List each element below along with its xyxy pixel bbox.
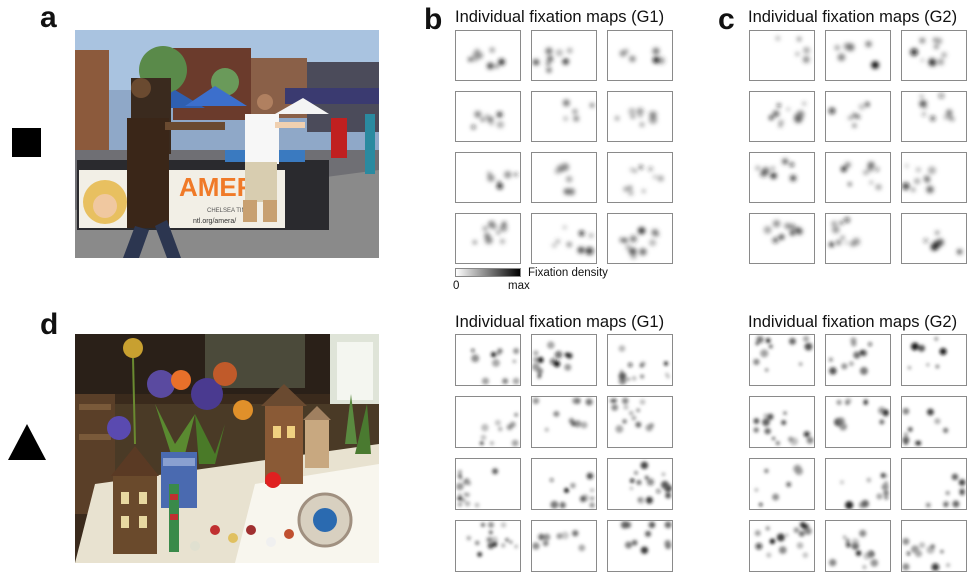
fixation-map (607, 30, 673, 81)
banner-url-text: ntl.org/amera/ (193, 218, 236, 225)
fixation-map (607, 213, 673, 264)
fixation-map (455, 520, 521, 572)
fixation-map (825, 213, 891, 264)
fixation-map (825, 91, 891, 142)
fixation-map-grid-top-g1 (455, 30, 673, 264)
fixation-map (901, 30, 967, 81)
banner-small-text: CHELSEA TIMES (207, 208, 255, 214)
fixation-map (531, 91, 597, 142)
fixation-map (531, 30, 597, 81)
panel-label-d: d (40, 308, 59, 341)
title-b-g1: Individual fixation maps (G1) (455, 8, 665, 26)
fixation-map (825, 30, 891, 81)
fixation-map (455, 334, 521, 386)
fixation-map (749, 152, 815, 203)
fixation-map (531, 520, 597, 572)
fixation-map (607, 152, 673, 203)
fixation-map (455, 152, 521, 203)
fixation-map (901, 152, 967, 203)
fixation-map (607, 334, 673, 386)
fixation-map (901, 396, 967, 448)
fixation-map (607, 396, 673, 448)
fixation-map (749, 30, 815, 81)
fixation-density-label: Fixation density (528, 267, 608, 279)
fixation-map (607, 91, 673, 142)
fixation-map (901, 520, 967, 572)
fixation-map (531, 458, 597, 510)
title-c-g2: Individual fixation maps (G2) (748, 8, 958, 26)
fixation-map (455, 30, 521, 81)
colorbar-min-label: 0 (453, 280, 460, 292)
street-scene-photo: AMERA CHELSEA TIMES ntl.org/amera/ (75, 30, 379, 258)
fixation-map (607, 458, 673, 510)
fixation-map (531, 396, 597, 448)
fixation-map (749, 91, 815, 142)
fixation-map (901, 91, 967, 142)
title-d-g1: Individual fixation maps (G1) (455, 313, 665, 331)
fixation-density-colorbar (455, 268, 521, 277)
fixation-map-grid-top-g2 (749, 30, 967, 264)
fixation-map (531, 152, 597, 203)
fixation-map (455, 91, 521, 142)
fixation-map (825, 152, 891, 203)
fixation-map (749, 213, 815, 264)
fixation-map (455, 458, 521, 510)
fixation-map (825, 520, 891, 572)
fixation-map (901, 334, 967, 386)
panel-label-c: c (718, 3, 735, 36)
fixation-map (531, 334, 597, 386)
fixation-map (825, 458, 891, 510)
fixation-map (455, 396, 521, 448)
table-scene-photo (75, 334, 379, 563)
fixation-map (901, 458, 967, 510)
fixation-map (455, 213, 521, 264)
fixation-map (825, 334, 891, 386)
fixation-map-grid-bottom-g1 (455, 334, 673, 572)
fixation-map (531, 213, 597, 264)
fixation-map (749, 520, 815, 572)
fixation-map (607, 520, 673, 572)
fixation-map-grid-bottom-g2 (749, 334, 967, 572)
colorbar-max-label: max (508, 280, 530, 292)
square-symbol (12, 128, 41, 157)
fixation-map (749, 396, 815, 448)
fixation-map (825, 396, 891, 448)
fixation-map (749, 458, 815, 510)
fixation-map (901, 213, 967, 264)
triangle-symbol (8, 424, 46, 460)
fixation-map (749, 334, 815, 386)
panel-label-b: b (424, 3, 443, 36)
panel-label-a: a (40, 1, 57, 34)
title-d-g2: Individual fixation maps (G2) (748, 313, 958, 331)
